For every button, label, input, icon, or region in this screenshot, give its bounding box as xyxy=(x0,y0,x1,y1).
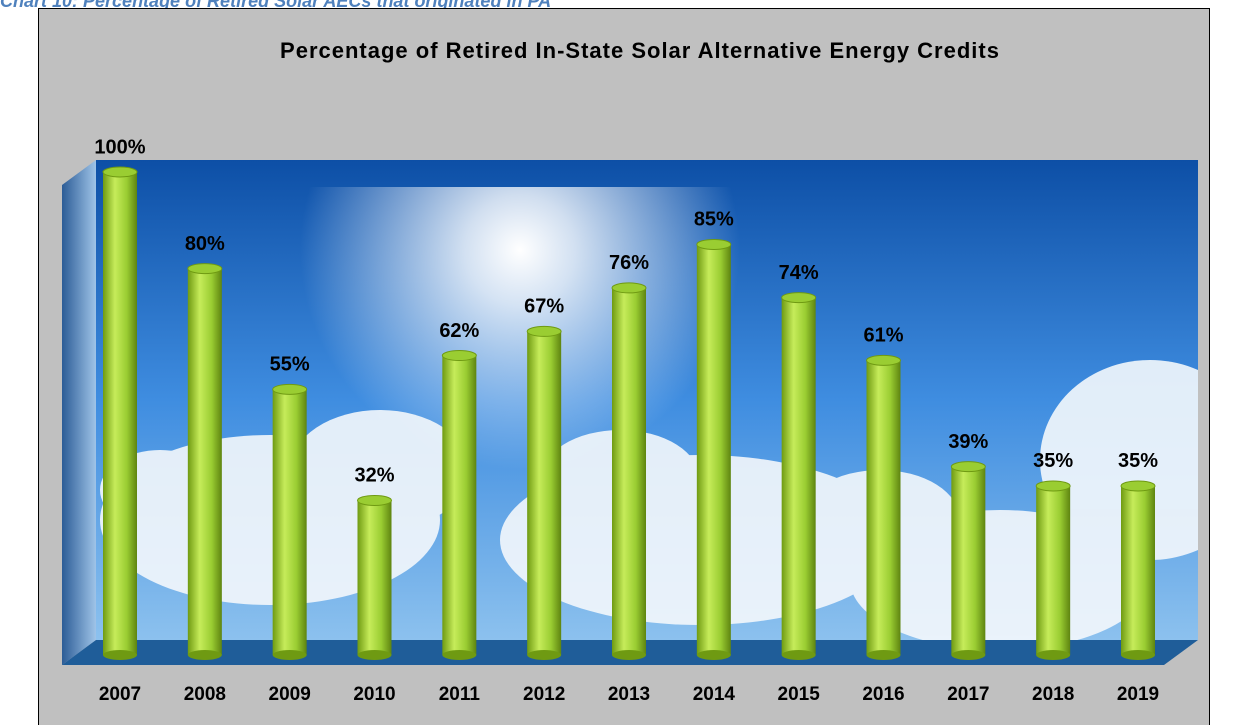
plot-background xyxy=(62,160,1198,665)
data-label: 80% xyxy=(185,233,225,255)
data-label: 74% xyxy=(779,262,819,284)
data-label: 62% xyxy=(439,320,479,342)
bar xyxy=(357,494,392,660)
x-tick-label: 2007 xyxy=(99,684,141,705)
x-tick-label: 2015 xyxy=(778,684,821,705)
data-label: 85% xyxy=(694,209,734,231)
x-tick-label: 2018 xyxy=(1032,684,1074,705)
bar xyxy=(950,461,986,660)
x-tick-label: 2010 xyxy=(353,684,395,705)
bar xyxy=(187,263,223,660)
bar xyxy=(441,350,477,660)
bar xyxy=(781,292,817,660)
caption: Chart 10: Percentage of Retired Solar AE… xyxy=(0,0,551,11)
data-label: 35% xyxy=(1033,450,1073,472)
x-tick-label: 2012 xyxy=(523,684,565,705)
bar xyxy=(526,325,562,660)
bar xyxy=(611,282,647,660)
data-label: 35% xyxy=(1118,450,1158,472)
bar xyxy=(696,238,732,660)
data-label: 100% xyxy=(94,136,145,158)
data-label: 55% xyxy=(270,354,310,376)
bar xyxy=(1120,480,1156,660)
x-tick-label: 2014 xyxy=(693,684,736,705)
bar xyxy=(1035,480,1071,660)
data-label: 39% xyxy=(948,431,988,453)
x-tick-label: 2009 xyxy=(269,684,311,705)
x-tick-label: 2017 xyxy=(947,684,989,705)
data-label: 61% xyxy=(863,325,903,347)
x-tick-label: 2016 xyxy=(862,684,904,705)
x-tick-label: 2019 xyxy=(1117,684,1159,705)
bar xyxy=(272,383,308,660)
x-tick-label: 2008 xyxy=(184,684,226,705)
data-label: 67% xyxy=(524,296,564,318)
x-tick-label: 2013 xyxy=(608,684,650,705)
chart-title: Percentage of Retired In-State Solar Alt… xyxy=(280,38,1000,63)
data-label: 32% xyxy=(354,465,394,487)
x-tick-label: 2011 xyxy=(439,684,481,705)
data-label: 76% xyxy=(609,252,649,274)
bar xyxy=(102,166,138,660)
bar xyxy=(866,354,901,660)
